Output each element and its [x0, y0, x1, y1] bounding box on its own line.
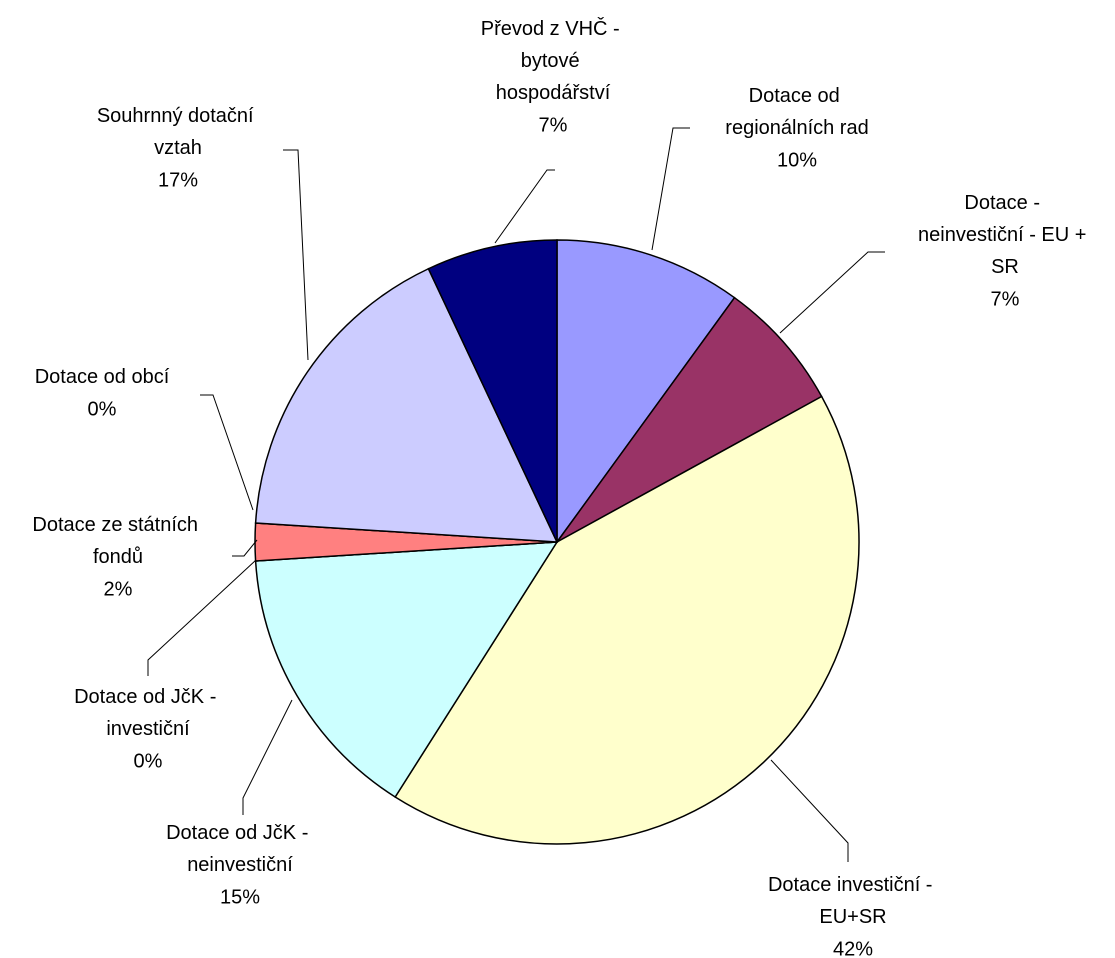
pie-slice	[556, 296, 823, 543]
slice-label: Dotace od JčK - neinvestiční	[166, 822, 314, 876]
slice-value-label: 15%	[220, 886, 260, 908]
leader-line	[779, 251, 885, 334]
leader-line	[651, 127, 690, 251]
slice-value-label: 42%	[833, 938, 873, 958]
slice-label: Dotace od JčK - investiční	[74, 686, 222, 740]
slice-value-label: 17%	[158, 169, 198, 191]
slice-label: Převod z VHČ - bytové hospodářství	[481, 17, 625, 104]
slice-label: Dotace od obcí	[35, 366, 170, 388]
slice-label: Dotace investiční - EU+SR	[768, 874, 938, 928]
leader-line	[283, 149, 309, 361]
slice-value-label: 10%	[777, 149, 817, 171]
slice-value-label: 0%	[88, 398, 117, 420]
pie-slice	[254, 541, 559, 799]
slice-value-label: 0%	[134, 750, 163, 772]
slice-value-label: 7%	[991, 288, 1020, 310]
pie-slice	[394, 395, 860, 845]
slice-value-label: 7%	[539, 114, 568, 136]
pie-slice	[556, 239, 736, 545]
slice-label: Dotace - neinvestiční - EU + SR	[918, 192, 1092, 278]
pie-slice	[427, 239, 558, 543]
slice-value-label: 2%	[104, 578, 133, 600]
leader-line	[200, 394, 254, 511]
leader-line	[147, 559, 257, 676]
leader-line	[242, 699, 293, 815]
slice-label: Dotace od regionálních rad	[725, 85, 868, 139]
slice-label: Dotace ze státních fondů	[32, 514, 203, 568]
leader-line	[494, 169, 555, 244]
leader-line	[232, 539, 258, 557]
leader-line	[770, 759, 849, 862]
slice-label: Souhrnný dotační vztah	[97, 105, 259, 159]
pie-slice	[254, 267, 559, 543]
